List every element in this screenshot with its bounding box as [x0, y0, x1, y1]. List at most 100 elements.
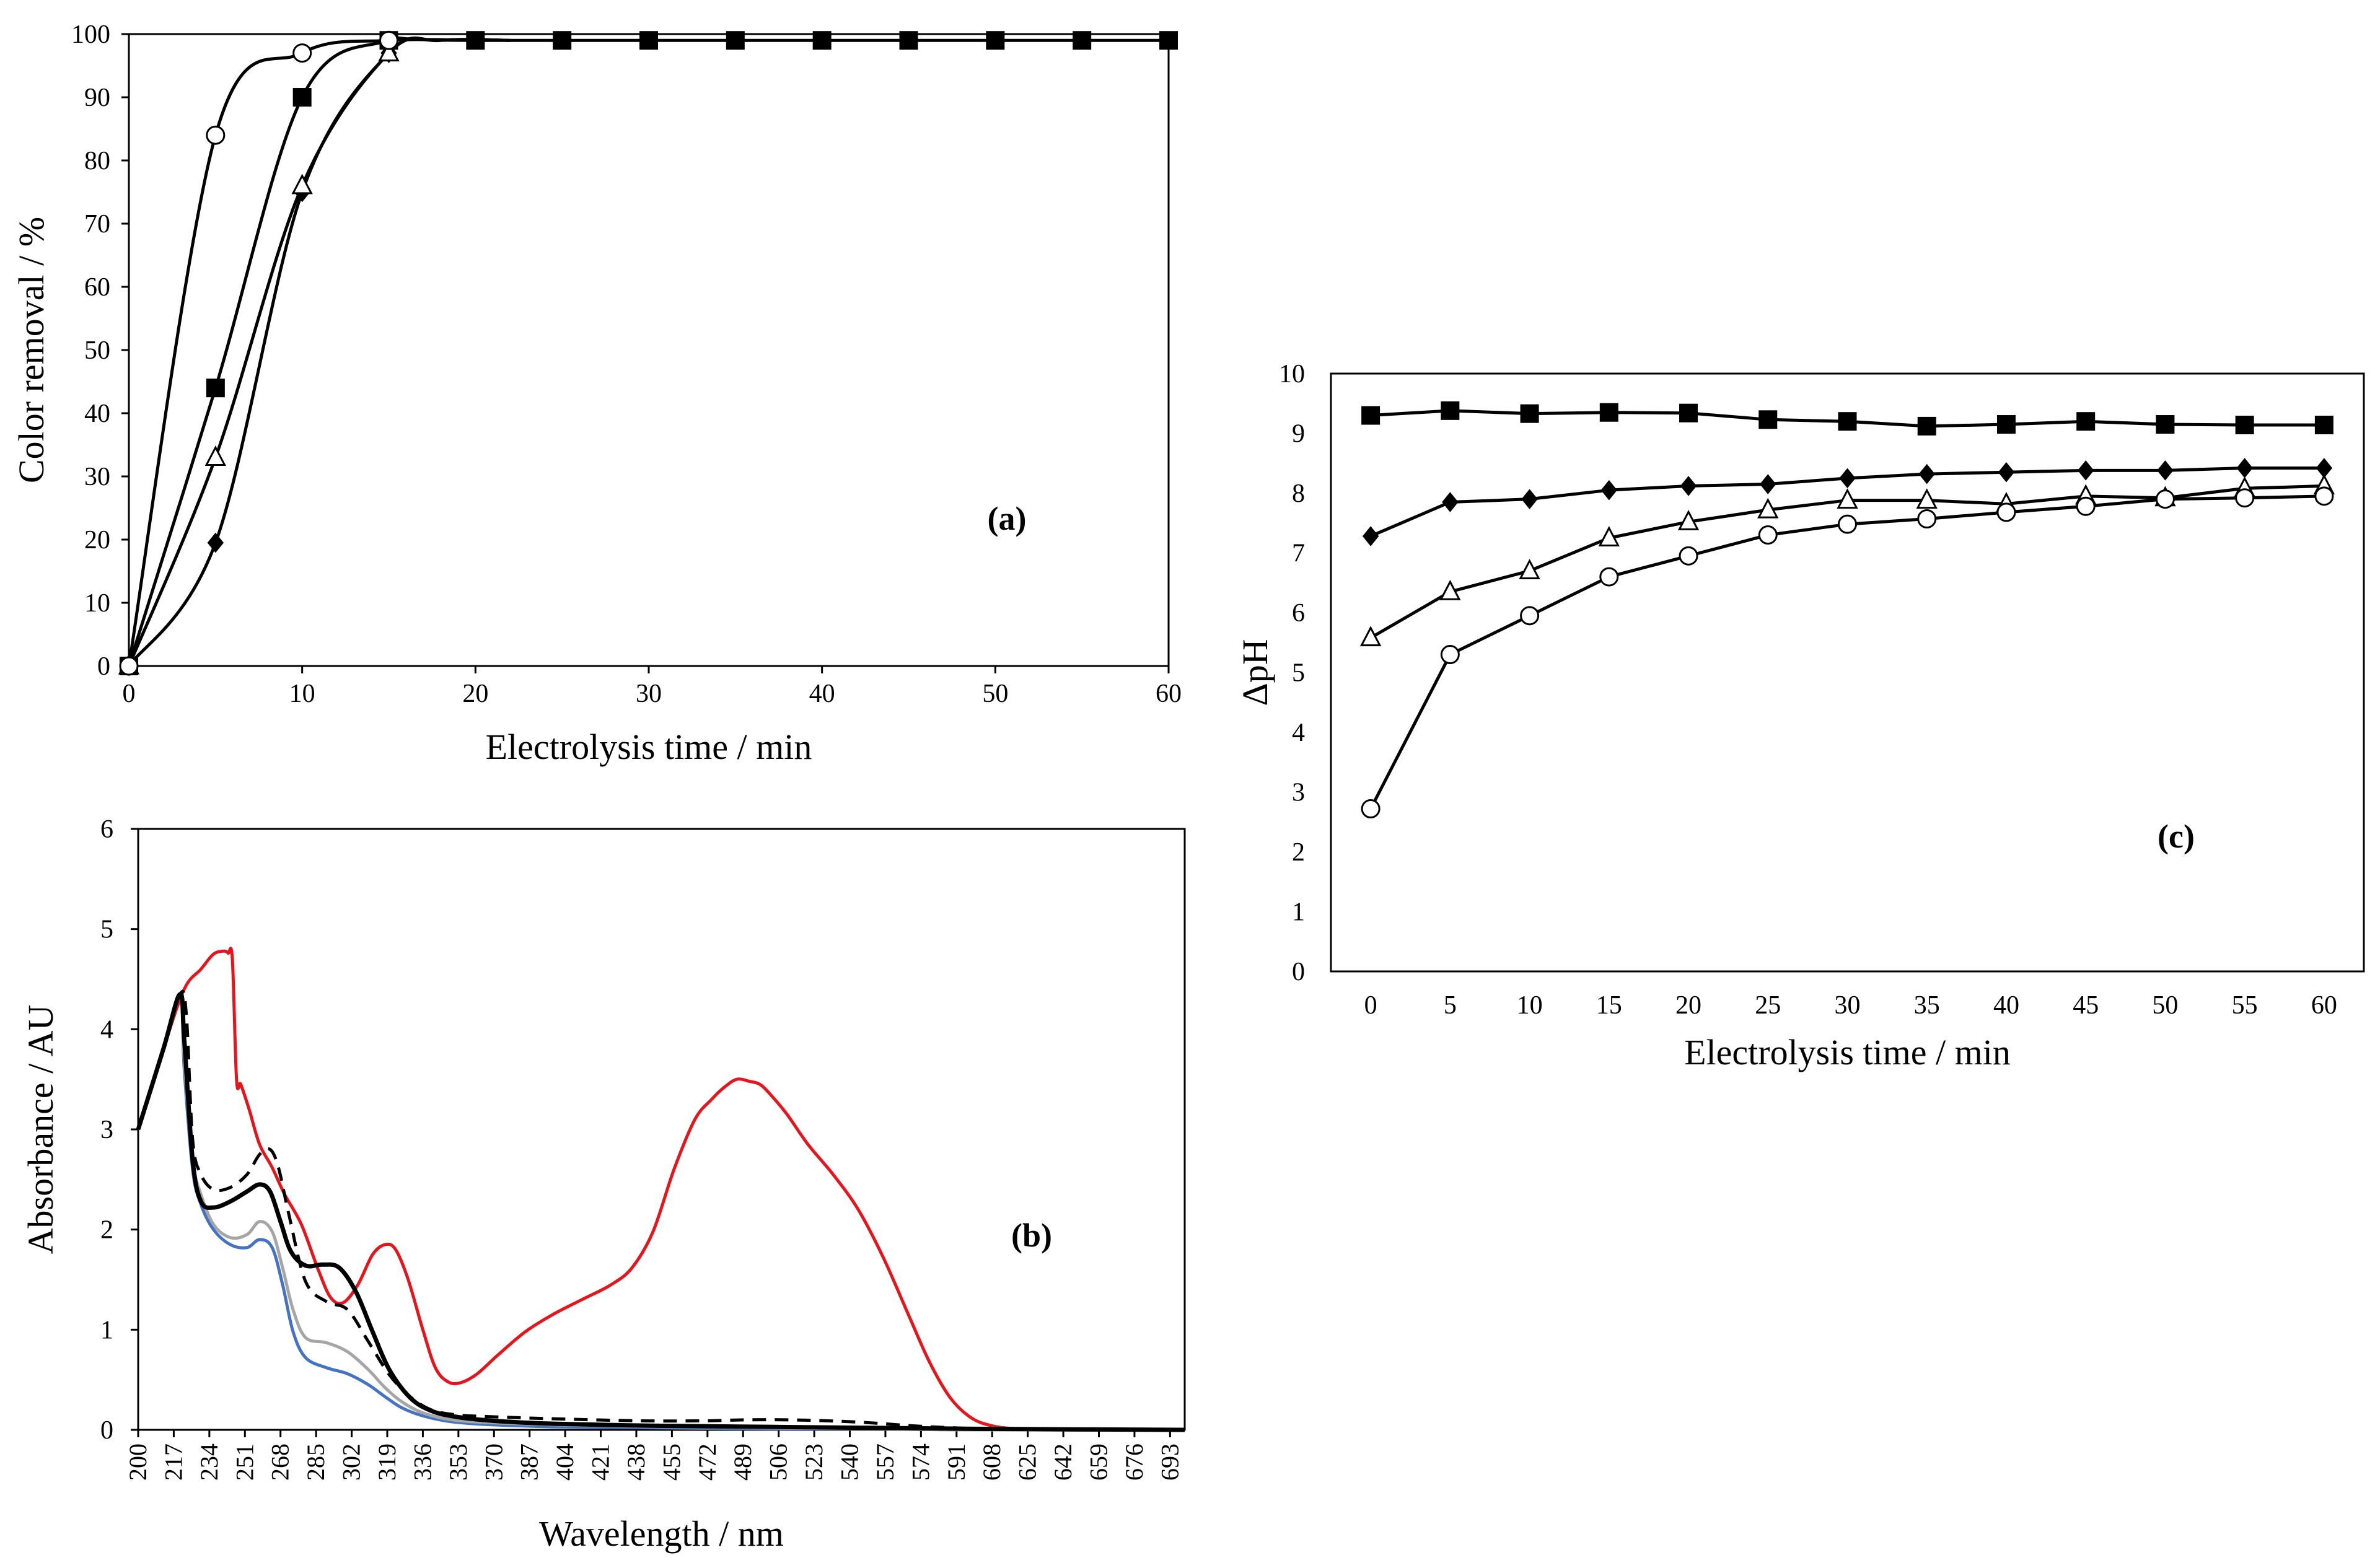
- series-line-filled-diamond: [127, 36, 511, 667]
- point-filled-square: [1441, 401, 1460, 420]
- series-line-open-circle: [1369, 494, 2324, 810]
- point-filled-square: [1599, 403, 1618, 422]
- x-tick-label: 472: [693, 1443, 721, 1481]
- point-open-circle: [2314, 486, 2334, 506]
- x-axis-title: Electrolysis time / min: [1684, 1032, 2011, 1072]
- point-filled-diamond: [2157, 460, 2174, 481]
- point-open-circle: [292, 43, 312, 63]
- y-tick-label: 5: [100, 916, 113, 944]
- y-axis-title: ΔpH: [1235, 639, 1275, 706]
- point-filled-diamond: [1521, 489, 1538, 509]
- x-tick-label: 625: [1014, 1443, 1042, 1481]
- x-tick-label: 35: [1914, 991, 1940, 1020]
- x-tick-label: 353: [444, 1443, 472, 1481]
- x-axis-title: Wavelength / nm: [539, 1513, 784, 1554]
- y-axis-title: Color removal / %: [11, 217, 51, 483]
- x-tick-label: 438: [622, 1443, 650, 1481]
- point-filled-square: [1758, 410, 1778, 429]
- point-filled-diamond: [2078, 460, 2094, 481]
- point-open-circle: [2076, 496, 2096, 516]
- plot-area-a: [128, 33, 1170, 667]
- point-filled-square: [1073, 31, 1092, 50]
- x-tick-label: 319: [373, 1443, 401, 1481]
- point-filled-square: [986, 31, 1005, 50]
- point-open-triangle: [1439, 579, 1461, 600]
- point-open-triangle: [1519, 559, 1540, 580]
- x-tick-label: 336: [408, 1443, 436, 1481]
- y-tick-label: 5: [1292, 659, 1305, 688]
- x-axis-title: Electrolysis time / min: [486, 727, 812, 767]
- point-filled-diamond: [1362, 526, 1379, 546]
- point-open-triangle: [1677, 509, 1700, 530]
- point-filled-square: [812, 31, 832, 50]
- point-open-circle: [1520, 606, 1540, 626]
- panel-a: 0 10 20 30 40 50 60 70 80 90 100 0 10 20 30 40 50 60 Elect…: [11, 20, 1182, 767]
- y-tick-label: 6: [1292, 599, 1305, 628]
- y-tick-label: 90: [84, 84, 110, 112]
- series-line-open-triangle: [127, 37, 511, 667]
- x-tick-label: 30: [636, 680, 662, 708]
- panel-label-a: (a): [988, 500, 1027, 537]
- y-tick-label: 0: [1292, 958, 1305, 986]
- point-open-circle: [206, 125, 226, 145]
- point-filled-diamond: [1918, 463, 1935, 484]
- x-tick-label: 45: [2073, 991, 2099, 1020]
- x-tick-label: 302: [338, 1443, 366, 1481]
- point-filled-square: [726, 31, 745, 50]
- x-tick-label: 370: [480, 1443, 507, 1481]
- x-tick-label: 200: [124, 1443, 152, 1481]
- point-filled-diamond: [1600, 480, 1617, 501]
- x-tick-label: 0: [1364, 991, 1377, 1020]
- x-tick-label: 25: [1755, 991, 1781, 1020]
- x-tick-label: 60: [1156, 680, 1182, 708]
- series-line-filled-square: [127, 34, 1169, 667]
- y-tick-label: 0: [100, 1416, 113, 1445]
- x-tick-label: 234: [195, 1443, 223, 1481]
- x-tick-label: 404: [551, 1443, 579, 1481]
- point-open-circle: [1361, 799, 1381, 819]
- point-filled-diamond: [1839, 468, 1856, 489]
- y-tick-label: 3: [100, 1116, 113, 1144]
- x-tick-label: 608: [978, 1443, 1006, 1481]
- point-filled-square: [292, 88, 312, 107]
- y-tick-label: 4: [100, 1015, 113, 1044]
- point-filled-square: [1520, 404, 1539, 423]
- y-tick-label: 60: [84, 273, 110, 302]
- point-open-circle: [1996, 502, 2016, 522]
- point-open-triangle: [204, 445, 227, 466]
- point-filled-square: [1996, 415, 2016, 434]
- point-filled-square: [206, 379, 225, 398]
- x-tick-label: 540: [836, 1443, 864, 1481]
- y-tick-label: 40: [84, 400, 110, 428]
- point-open-triangle: [1837, 488, 1858, 509]
- x-tick-label: 30: [1835, 991, 1861, 1020]
- x-tick-label: 268: [266, 1443, 294, 1481]
- x-tick-label: 387: [516, 1443, 543, 1481]
- x-tick-label: 506: [765, 1443, 792, 1481]
- y-tick-label: 4: [1292, 719, 1305, 747]
- x-tick-label: 421: [587, 1443, 615, 1481]
- point-filled-diamond: [1680, 476, 1697, 496]
- panel-label-c: (c): [2158, 818, 2195, 855]
- x-tick-label: 659: [1085, 1443, 1113, 1481]
- point-filled-diamond: [2236, 458, 2253, 478]
- point-filled-square: [2314, 415, 2333, 434]
- x-tick-label: 676: [1120, 1443, 1148, 1481]
- point-filled-diamond: [207, 532, 224, 553]
- x-tick-label: 15: [1596, 991, 1622, 1020]
- y-tick-label: 0: [97, 652, 110, 681]
- x-tick-label: 693: [1156, 1443, 1183, 1481]
- point-filled-square: [1679, 403, 1698, 423]
- point-filled-square: [1838, 412, 1857, 431]
- y-tick-label: 2: [100, 1216, 113, 1245]
- point-open-circle: [1599, 567, 1619, 587]
- y-tick-label: 1: [100, 1316, 113, 1344]
- x-tick-label: 642: [1049, 1443, 1077, 1481]
- y-tick-label: 6: [100, 815, 113, 844]
- point-open-circle: [379, 30, 398, 50]
- x-tick-label: 50: [982, 680, 1008, 708]
- point-filled-square: [1361, 406, 1381, 425]
- point-open-triangle: [1916, 488, 1938, 509]
